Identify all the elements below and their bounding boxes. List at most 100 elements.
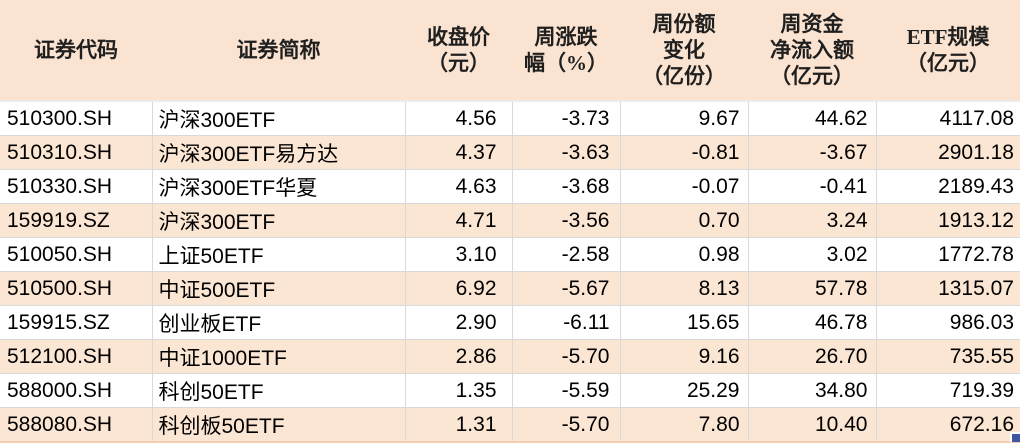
cell-scale[interactable]: 1772.78 (875, 237, 1020, 272)
column-header-label: 收盘价 （元） (427, 24, 490, 75)
table-header: 证券代码 证券简称 收盘价 （元） 周涨跌 幅（%） 周份额 变化 （亿份） 周… (0, 0, 1020, 102)
cell-close[interactable]: 4.63 (404, 169, 512, 204)
cell-change[interactable]: -5.70 (511, 407, 620, 442)
cell-scale[interactable]: 719.39 (875, 373, 1020, 408)
cell-net-inflow[interactable]: 3.02 (747, 237, 876, 272)
table-row: 159915.SZ 创业板ETF 2.90 -6.11 15.65 46.78 … (0, 305, 1020, 340)
selection-fill-handle-icon[interactable] (1010, 432, 1020, 442)
cell-change[interactable]: -5.70 (511, 339, 620, 374)
cell-close[interactable]: 2.86 (404, 339, 512, 374)
cell-change[interactable]: -3.63 (511, 135, 620, 170)
column-header-label: 周涨跌 幅（%） (524, 24, 608, 75)
cell-share-change[interactable]: 25.29 (619, 373, 748, 408)
cell-scale[interactable]: 672.16 (875, 407, 1020, 442)
column-header-label: 证券简称 (236, 37, 321, 62)
cell-change[interactable]: -6.11 (511, 305, 620, 340)
cell-share-change[interactable]: 9.16 (619, 339, 748, 374)
cell-name[interactable]: 上证50ETF (151, 237, 405, 272)
cell-scale[interactable]: 1315.07 (875, 271, 1020, 306)
cell-code[interactable]: 510500.SH (0, 271, 152, 306)
cell-close[interactable]: 3.10 (404, 237, 512, 272)
column-header-label: 周份额 变化 （亿份） (642, 11, 726, 89)
cell-name[interactable]: 科创板50ETF (151, 407, 405, 442)
cell-name[interactable]: 创业板ETF (151, 305, 405, 340)
column-header-label: 周资金 净流入额 （亿元） (770, 11, 854, 89)
cell-close[interactable]: 4.37 (404, 135, 512, 170)
cell-share-change[interactable]: 7.80 (619, 407, 748, 442)
cell-name[interactable]: 沪深300ETF华夏 (151, 169, 405, 204)
cell-name[interactable]: 中证500ETF (151, 271, 405, 306)
cell-share-change[interactable]: 9.67 (619, 101, 748, 136)
cell-code[interactable]: 510330.SH (0, 169, 152, 204)
cell-net-inflow[interactable]: 26.70 (747, 339, 876, 374)
column-header-name[interactable]: 证券简称 (152, 0, 405, 102)
table-row: 588000.SH 科创50ETF 1.35 -5.59 25.29 34.80… (0, 373, 1020, 408)
cell-code[interactable]: 159915.SZ (0, 305, 152, 340)
cell-code[interactable]: 510310.SH (0, 135, 152, 170)
cell-scale[interactable]: 4117.08 (875, 101, 1020, 136)
table-row: 510310.SH 沪深300ETF易方达 4.37 -3.63 -0.81 -… (0, 135, 1020, 170)
table-row: 510500.SH 中证500ETF 6.92 -5.67 8.13 57.78… (0, 271, 1020, 306)
cell-name[interactable]: 科创50ETF (151, 373, 405, 408)
table-body: 510300.SH 沪深300ETF 4.56 -3.73 9.67 44.62… (0, 101, 1020, 442)
cell-code[interactable]: 510300.SH (0, 101, 152, 136)
cell-share-change[interactable]: -0.07 (619, 169, 748, 204)
cell-scale[interactable]: 735.55 (875, 339, 1020, 374)
cell-code[interactable]: 512100.SH (0, 339, 152, 374)
cell-close[interactable]: 1.35 (404, 373, 512, 408)
cell-name[interactable]: 中证1000ETF (151, 339, 405, 374)
cell-scale[interactable]: 1913.12 (875, 203, 1020, 238)
table-row: 510330.SH 沪深300ETF华夏 4.63 -3.68 -0.07 -0… (0, 169, 1020, 204)
cell-share-change[interactable]: -0.81 (619, 135, 748, 170)
cell-net-inflow[interactable]: 44.62 (747, 101, 876, 136)
cell-name[interactable]: 沪深300ETF易方达 (151, 135, 405, 170)
cell-name[interactable]: 沪深300ETF (151, 203, 405, 238)
cell-code[interactable]: 588080.SH (0, 407, 152, 442)
table-row: 510300.SH 沪深300ETF 4.56 -3.73 9.67 44.62… (0, 101, 1020, 136)
cell-change[interactable]: -3.56 (511, 203, 620, 238)
table-row: 510050.SH 上证50ETF 3.10 -2.58 0.98 3.02 1… (0, 237, 1020, 272)
cell-share-change[interactable]: 0.98 (619, 237, 748, 272)
cell-net-inflow[interactable]: 3.24 (747, 203, 876, 238)
cell-close[interactable]: 1.31 (404, 407, 512, 442)
column-header-close[interactable]: 收盘价 （元） (405, 0, 512, 102)
cell-change[interactable]: -5.67 (511, 271, 620, 306)
cell-code[interactable]: 510050.SH (0, 237, 152, 272)
column-header-scale[interactable]: ETF规模 （亿元） (876, 0, 1020, 102)
column-header-share-change[interactable]: 周份额 变化 （亿份） (620, 0, 748, 102)
cell-net-inflow[interactable]: 34.80 (747, 373, 876, 408)
cell-scale[interactable]: 2901.18 (875, 135, 1020, 170)
table-row: 588080.SH 科创板50ETF 1.31 -5.70 7.80 10.40… (0, 407, 1020, 442)
cell-code[interactable]: 159919.SZ (0, 203, 152, 238)
cell-net-inflow[interactable]: 46.78 (747, 305, 876, 340)
header-row: 证券代码 证券简称 收盘价 （元） 周涨跌 幅（%） 周份额 变化 （亿份） 周… (0, 0, 1020, 102)
cell-net-inflow[interactable]: -3.67 (747, 135, 876, 170)
cell-scale[interactable]: 986.03 (875, 305, 1020, 340)
column-header-net-inflow[interactable]: 周资金 净流入额 （亿元） (748, 0, 876, 102)
cell-close[interactable]: 2.90 (404, 305, 512, 340)
cell-name[interactable]: 沪深300ETF (151, 101, 405, 136)
cell-net-inflow[interactable]: 57.78 (747, 271, 876, 306)
cell-close[interactable]: 4.71 (404, 203, 512, 238)
column-header-change[interactable]: 周涨跌 幅（%） (512, 0, 620, 102)
cell-close[interactable]: 6.92 (404, 271, 512, 306)
cell-change[interactable]: -3.68 (511, 169, 620, 204)
column-header-label: ETF规模 （亿元） (906, 24, 990, 75)
cell-scale[interactable]: 2189.43 (875, 169, 1020, 204)
column-header-label: 证券代码 (34, 37, 118, 62)
column-header-code[interactable]: 证券代码 (0, 0, 152, 102)
cell-change[interactable]: -2.58 (511, 237, 620, 272)
cell-share-change[interactable]: 15.65 (619, 305, 748, 340)
table-row: 159919.SZ 沪深300ETF 4.71 -3.56 0.70 3.24 … (0, 203, 1020, 238)
cell-share-change[interactable]: 0.70 (619, 203, 748, 238)
cell-change[interactable]: -3.73 (511, 101, 620, 136)
table-row: 512100.SH 中证1000ETF 2.86 -5.70 9.16 26.7… (0, 339, 1020, 374)
cell-close[interactable]: 4.56 (404, 101, 512, 136)
cell-change[interactable]: -5.59 (511, 373, 620, 408)
cell-net-inflow[interactable]: 10.40 (747, 407, 876, 442)
cell-share-change[interactable]: 8.13 (619, 271, 748, 306)
cell-net-inflow[interactable]: -0.41 (747, 169, 876, 204)
cell-code[interactable]: 588000.SH (0, 373, 152, 408)
